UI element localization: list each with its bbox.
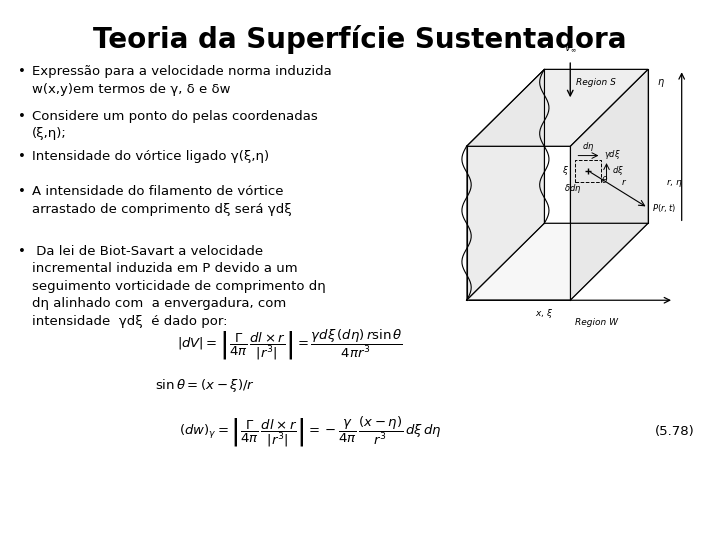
Text: $|dV| = \left|\dfrac{\Gamma}{4\pi}\,\dfrac{dl \times r}{|r^3|}\right| = \dfrac{\: $|dV| = \left|\dfrac{\Gamma}{4\pi}\,\dfr…	[177, 328, 403, 362]
Text: A intensidade do filamento de vórtice
arrastado de comprimento dξ será γdξ: A intensidade do filamento de vórtice ar…	[32, 185, 292, 215]
Text: $\eta$: $\eta$	[657, 77, 665, 89]
Text: Region S: Region S	[576, 78, 616, 87]
Text: (5.78): (5.78)	[655, 426, 695, 438]
Text: $\left(dw\right)_\gamma = \left|\dfrac{\Gamma}{4\pi}\,\dfrac{dl \times r}{|r^3|}: $\left(dw\right)_\gamma = \left|\dfrac{\…	[179, 415, 441, 449]
Text: •: •	[18, 110, 26, 123]
Text: $r$: $r$	[621, 177, 627, 187]
Text: •: •	[18, 150, 26, 163]
Text: $d\xi$: $d\xi$	[612, 165, 624, 178]
Polygon shape	[467, 69, 544, 300]
Text: Intensidade do vórtice ligado γ(ξ,η): Intensidade do vórtice ligado γ(ξ,η)	[32, 150, 269, 163]
Text: $P(r,t)$: $P(r,t)$	[652, 202, 676, 214]
Text: $\sin\theta = (x-\xi)/r$: $\sin\theta = (x-\xi)/r$	[155, 376, 255, 394]
Text: $\theta$: $\theta$	[601, 174, 608, 185]
Text: $\delta d\eta$: $\delta d\eta$	[564, 182, 582, 195]
Text: •: •	[18, 185, 26, 198]
Text: Considere um ponto do pelas coordenadas
(ξ,η);: Considere um ponto do pelas coordenadas …	[32, 110, 318, 140]
Text: $r,\,\eta$: $r,\,\eta$	[666, 177, 683, 190]
Text: Da lei de Biot-Savart a velocidade
incremental induzida em P devido a um
seguime: Da lei de Biot-Savart a velocidade incre…	[32, 245, 325, 328]
Text: •: •	[18, 245, 26, 258]
Text: $\gamma d\xi$: $\gamma d\xi$	[604, 148, 621, 161]
Text: •: •	[18, 65, 26, 78]
Text: $d\eta$: $d\eta$	[582, 140, 595, 153]
Text: Region W: Region W	[575, 318, 618, 327]
Text: $x,\,\xi$: $x,\,\xi$	[535, 307, 554, 320]
Polygon shape	[467, 223, 648, 300]
Text: $\xi$: $\xi$	[562, 165, 569, 178]
Polygon shape	[467, 69, 648, 146]
Text: Expressão para a velocidade norma induzida
w(x,y)em termos de γ, δ e δᴡ: Expressão para a velocidade norma induzi…	[32, 65, 332, 96]
Text: Teoria da Superfície Sustentadora: Teoria da Superfície Sustentadora	[94, 25, 626, 54]
Polygon shape	[570, 69, 648, 300]
Text: $V_\infty$: $V_\infty$	[564, 42, 577, 54]
